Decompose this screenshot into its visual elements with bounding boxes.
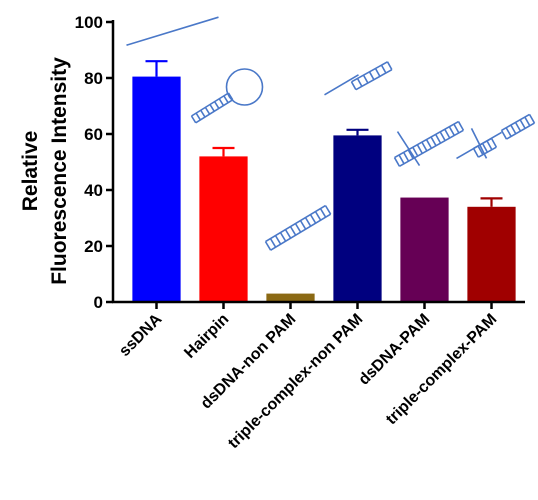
y-axis-title: Relative Fluorescence Intensity (19, 57, 71, 285)
bar-4 (400, 197, 449, 302)
error-bar-1 (212, 146, 235, 157)
x-tick-label-3: triple-complex-non PAM (225, 311, 366, 452)
partial-duplex-icon (324, 61, 393, 96)
y-tick-label-5: 100 (75, 13, 103, 32)
error-bar-0 (145, 60, 168, 77)
y-tick-label-3: 60 (84, 125, 103, 144)
bar-5 (467, 206, 516, 302)
cas-bound-dsdna-icon (393, 120, 465, 167)
x-tick-label-0: ssDNA (116, 310, 165, 359)
y-tick-label-2: 40 (84, 181, 103, 200)
error-bar-3 (346, 128, 369, 136)
y-axis-title-line-1: Relative (19, 131, 42, 212)
error-bar-5 (480, 197, 503, 207)
bar-2 (266, 293, 315, 302)
bars-layer (132, 76, 516, 302)
y-tick-label-1: 20 (84, 237, 103, 256)
icons-layer (126, 16, 536, 251)
ssdna-line-icon (126, 16, 219, 46)
bar-1 (199, 156, 248, 302)
x-tick-label-5: triple-complex-PAM (383, 311, 500, 428)
error-bars-layer (145, 60, 503, 207)
y-axis: 0 20 40 60 80 100 (75, 13, 115, 312)
y-axis-title-line-2: Fluorescence Intensity (48, 57, 71, 285)
hairpin-icon (190, 68, 264, 124)
cas-bound-triple-icon (456, 113, 536, 160)
bar-3 (333, 135, 382, 302)
y-tick-label-0: 0 (94, 293, 103, 312)
y-tick-label-4: 80 (84, 69, 103, 88)
bar-0 (132, 76, 181, 302)
dsdna-icon (264, 204, 332, 251)
x-tick-label-1: Hairpin (181, 311, 232, 362)
